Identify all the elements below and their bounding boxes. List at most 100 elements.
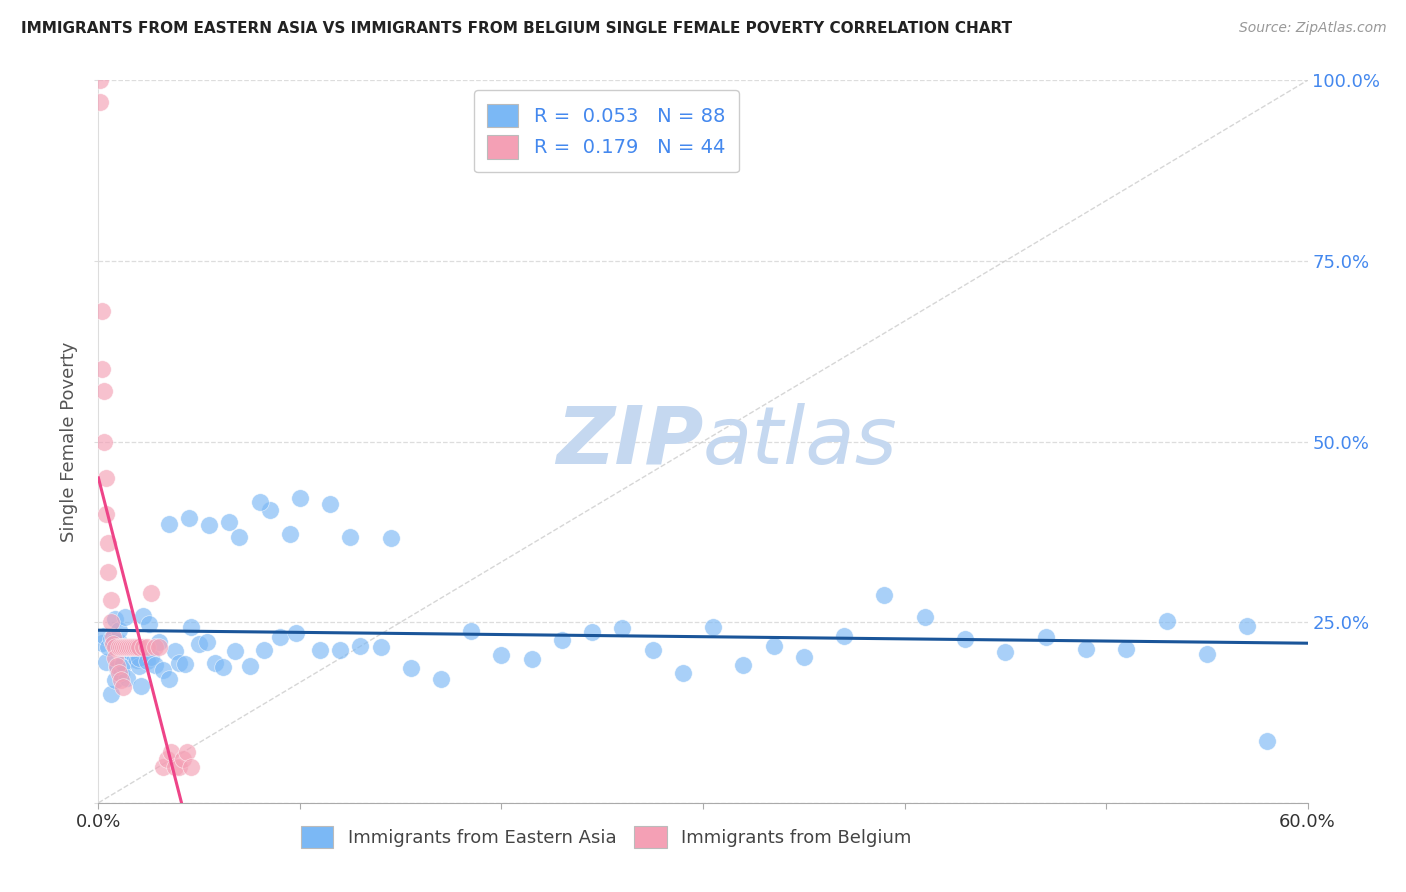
Point (1195, 647, 1218, 661)
Point (128, 651, 150, 665)
Point (180, 760, 202, 774)
Point (114, 609, 136, 624)
Point (399, 661, 422, 675)
Point (672, 665, 695, 680)
Point (157, 516, 180, 531)
Point (309, 642, 332, 657)
Point (520, 652, 543, 666)
Point (115, 640, 138, 655)
Point (172, 752, 194, 766)
Point (188, 637, 211, 651)
Point (89, 73, 111, 87)
Point (167, 656, 190, 670)
Point (204, 657, 226, 671)
Point (179, 510, 201, 524)
Point (128, 640, 150, 655)
Point (198, 518, 221, 533)
Point (139, 650, 162, 665)
Point (180, 620, 202, 634)
Point (97, 565, 120, 579)
Point (107, 640, 129, 655)
Point (107, 635, 129, 649)
Point (132, 608, 155, 623)
Point (143, 640, 166, 655)
Point (176, 745, 198, 759)
Point (156, 752, 179, 766)
Legend: Immigrants from Eastern Asia, Immigrants from Belgium: Immigrants from Eastern Asia, Immigrants… (294, 819, 920, 855)
Text: atlas: atlas (703, 402, 898, 481)
Point (278, 527, 301, 541)
Point (284, 625, 307, 640)
Point (100, 632, 122, 646)
Point (762, 639, 785, 653)
Point (103, 651, 125, 665)
Point (1074, 642, 1097, 657)
Point (551, 632, 574, 647)
Point (128, 658, 150, 673)
Point (702, 619, 724, 633)
Point (239, 659, 262, 673)
Point (93, 628, 115, 642)
Point (288, 491, 311, 505)
Point (148, 635, 170, 649)
Point (110, 640, 132, 655)
Point (160, 745, 183, 759)
Text: IMMIGRANTS FROM EASTERN ASIA VS IMMIGRANTS FROM BELGIUM SINGLE FEMALE POVERTY CO: IMMIGRANTS FROM EASTERN ASIA VS IMMIGRAN… (21, 21, 1012, 36)
Point (125, 640, 148, 655)
Point (148, 640, 170, 655)
Point (91, 304, 114, 318)
Point (100, 615, 122, 630)
Point (110, 666, 132, 681)
Point (135, 640, 157, 655)
Point (121, 640, 143, 655)
Point (91, 636, 114, 650)
Point (914, 610, 936, 624)
Point (89, 95, 111, 109)
Point (100, 593, 122, 607)
Point (460, 624, 482, 639)
Point (641, 643, 664, 657)
Point (157, 673, 180, 687)
Point (100, 687, 122, 701)
Point (115, 671, 138, 685)
Point (143, 658, 166, 673)
Point (118, 644, 141, 658)
Point (319, 497, 342, 511)
Point (107, 665, 129, 680)
Point (101, 630, 124, 644)
Point (793, 650, 815, 665)
Point (269, 631, 291, 645)
Point (101, 637, 124, 651)
Point (103, 612, 125, 626)
Point (103, 640, 125, 655)
Point (114, 640, 136, 655)
Point (1035, 630, 1057, 644)
Point (124, 640, 146, 655)
Point (129, 679, 152, 693)
Point (96, 507, 118, 521)
Point (1115, 642, 1137, 657)
Point (135, 655, 157, 669)
Point (1236, 619, 1258, 633)
Point (105, 661, 128, 675)
Point (110, 673, 132, 687)
Point (195, 635, 218, 649)
Point (167, 760, 190, 774)
Point (132, 640, 155, 655)
Point (124, 649, 146, 664)
Point (120, 645, 142, 659)
Point (612, 621, 634, 635)
Point (91, 362, 114, 376)
Point (491, 648, 513, 663)
Point (121, 643, 143, 657)
Point (953, 632, 976, 646)
Point (120, 640, 142, 655)
Point (152, 663, 174, 677)
Point (1256, 734, 1278, 748)
Point (93, 384, 115, 398)
Point (125, 653, 148, 667)
Point (107, 623, 129, 637)
Point (103, 673, 125, 687)
Point (118, 640, 141, 655)
Point (96, 655, 118, 669)
